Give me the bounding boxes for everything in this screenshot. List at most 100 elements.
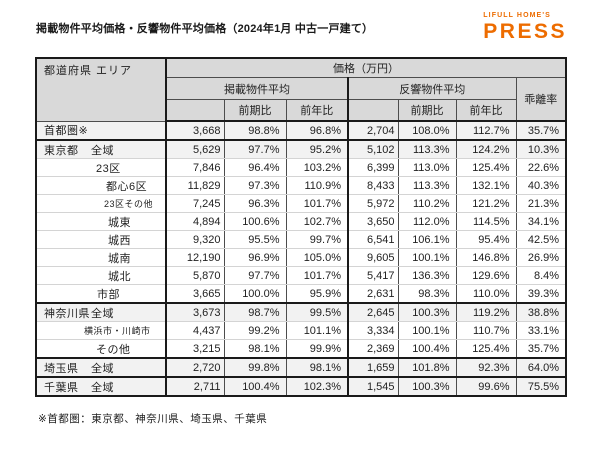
response-average-cell: 6,399 bbox=[348, 158, 399, 177]
response-average-cell: 3,334 bbox=[348, 321, 399, 340]
price-table: 都道府県 エリア 価格（万円） 掲載物件平均 反響物件平均 乖離率 前期比 前年… bbox=[35, 57, 568, 397]
table-row: 市部 3,665 100.0% 95.9% 2,631 98.3% 110.0% 39.3% bbox=[36, 284, 567, 304]
table-row: 城東 4,894 100.6% 102.7% 3,650 112.0% 114.5% 34.1… bbox=[36, 212, 567, 231]
response-qoq-cell: 106.1% bbox=[398, 230, 457, 249]
area-cell: 23区 bbox=[36, 158, 167, 177]
response-yoy-cell: 125.4% bbox=[456, 158, 517, 177]
lifull-homes-press-logo: LIFULL HOME'S PRESS bbox=[483, 12, 567, 42]
listed-yoy-cell: 103.2% bbox=[286, 158, 349, 177]
response-qoq-cell: 113.3% bbox=[398, 140, 457, 159]
listed-qoq-cell: 97.7% bbox=[224, 140, 287, 159]
listed-qoq-cell: 97.7% bbox=[224, 266, 287, 285]
response-average-cell: 2,645 bbox=[348, 303, 399, 322]
table-row: 東京都 全域 5,629 97.7% 95.2% 5,102 113.3% 124.2% 10.… bbox=[36, 140, 567, 159]
prefecture-label: 神奈川県 bbox=[44, 307, 90, 320]
logo-main-text: PRESS bbox=[483, 20, 567, 43]
listed-qoq-cell: 100.4% bbox=[224, 377, 287, 396]
deviation-rate-cell: 26.9% bbox=[516, 248, 567, 267]
header-price-unit: 価格（万円） bbox=[165, 57, 567, 78]
listed-average-cell: 2,720 bbox=[166, 358, 225, 378]
response-average-cell: 5,417 bbox=[348, 266, 399, 285]
deviation-rate-cell: 35.7% bbox=[516, 339, 567, 359]
table-row: 都心6区 11,829 97.3% 110.9% 8,433 113.3% 132.1% 40… bbox=[36, 176, 567, 195]
listed-average-cell: 3,665 bbox=[166, 284, 225, 304]
listed-average-cell: 7,245 bbox=[166, 194, 225, 213]
area-cell: 神奈川県全域 bbox=[36, 303, 167, 322]
listed-average-cell: 4,894 bbox=[166, 212, 225, 231]
listed-yoy-cell: 95.2% bbox=[286, 140, 349, 159]
listed-qoq-cell: 98.1% bbox=[224, 339, 287, 359]
table-row: 城西 9,320 95.5% 99.7% 6,541 106.1% 95.4% 42.5% bbox=[36, 230, 567, 249]
listed-average-cell: 5,629 bbox=[166, 140, 225, 159]
response-yoy-cell: 110.0% bbox=[456, 284, 517, 304]
deviation-rate-cell: 10.3% bbox=[516, 140, 567, 159]
response-qoq-cell: 101.8% bbox=[398, 358, 457, 378]
table-row: 23区その他 7,245 96.3% 101.7% 5,972 110.2% 121.2% 2… bbox=[36, 194, 567, 213]
header-deviation-rate: 乖離率 bbox=[515, 77, 567, 122]
table-header: 都道府県 エリア 価格（万円） 掲載物件平均 反響物件平均 乖離率 前期比 前年… bbox=[35, 57, 567, 122]
area-cell: 城北 bbox=[36, 266, 167, 285]
prefecture-label: 首都圏※ bbox=[44, 125, 89, 138]
response-average-cell: 2,369 bbox=[348, 339, 399, 359]
listed-yoy-cell: 95.9% bbox=[286, 284, 349, 304]
response-qoq-cell: 100.3% bbox=[398, 303, 457, 322]
area-cell: 城西 bbox=[36, 230, 167, 249]
table-row: 埼玉県 全域 2,720 99.8% 98.1% 1,659 101.8% 92.3% 64.0… bbox=[36, 358, 567, 378]
response-qoq-cell: 136.3% bbox=[398, 266, 457, 285]
logo-top-text: LIFULL HOME'S bbox=[483, 12, 551, 19]
area-label: 全域 bbox=[91, 362, 114, 375]
listed-yoy-cell: 96.8% bbox=[286, 121, 349, 141]
response-qoq-cell: 98.3% bbox=[398, 284, 457, 304]
area-cell: 埼玉県 全域 bbox=[36, 358, 167, 378]
response-yoy-cell: 129.6% bbox=[456, 266, 517, 285]
listed-yoy-cell: 101.7% bbox=[286, 194, 349, 213]
response-yoy-cell: 119.2% bbox=[456, 303, 517, 322]
header-response-yoy: 前年比 bbox=[455, 99, 517, 122]
response-qoq-cell: 110.2% bbox=[398, 194, 457, 213]
response-yoy-cell: 146.8% bbox=[456, 248, 517, 267]
listed-average-cell: 3,668 bbox=[166, 121, 225, 141]
deviation-rate-cell: 33.1% bbox=[516, 321, 567, 340]
response-average-cell: 6,541 bbox=[348, 230, 399, 249]
response-yoy-cell: 114.5% bbox=[456, 212, 517, 231]
prefecture-label: 埼玉県 bbox=[44, 362, 79, 375]
area-label: 全域 bbox=[91, 381, 114, 394]
table-row: 城北 5,870 97.7% 101.7% 5,417 136.3% 129.6% 8.4% bbox=[36, 266, 567, 285]
response-average-cell: 1,545 bbox=[348, 377, 399, 396]
response-average-cell: 9,605 bbox=[348, 248, 399, 267]
deviation-rate-cell: 64.0% bbox=[516, 358, 567, 378]
listed-qoq-cell: 100.0% bbox=[224, 284, 287, 304]
deviation-rate-cell: 21.3% bbox=[516, 194, 567, 213]
listed-average-cell: 3,215 bbox=[166, 339, 225, 359]
response-yoy-cell: 99.6% bbox=[456, 377, 517, 396]
listed-average-cell: 3,673 bbox=[166, 303, 225, 322]
listed-yoy-cell: 99.5% bbox=[286, 303, 349, 322]
listed-qoq-cell: 98.7% bbox=[224, 303, 287, 322]
area-cell: 市部 bbox=[36, 284, 167, 304]
header-listed-average-group: 掲載物件平均 bbox=[165, 77, 349, 100]
area-cell: 城南 bbox=[36, 248, 167, 267]
deviation-rate-cell: 35.7% bbox=[516, 121, 567, 141]
response-average-cell: 2,631 bbox=[348, 284, 399, 304]
area-label: 横浜市・川崎市 bbox=[84, 326, 151, 336]
listed-average-cell: 7,846 bbox=[166, 158, 225, 177]
listed-qoq-cell: 96.9% bbox=[224, 248, 287, 267]
area-cell: 城東 bbox=[36, 212, 167, 231]
area-label: 城東 bbox=[108, 216, 131, 229]
listed-yoy-cell: 102.3% bbox=[286, 377, 349, 396]
area-label: 全域 bbox=[91, 307, 114, 320]
listed-average-cell: 11,829 bbox=[166, 176, 225, 195]
prefecture-label: 千葉県 bbox=[44, 381, 79, 394]
listed-yoy-cell: 101.1% bbox=[286, 321, 349, 340]
area-label: 城南 bbox=[108, 252, 131, 265]
response-yoy-cell: 121.2% bbox=[456, 194, 517, 213]
area-cell: 千葉県 全域 bbox=[36, 377, 167, 396]
listed-yoy-cell: 101.7% bbox=[286, 266, 349, 285]
table-body: 首都圏※ 3,668 98.8% 96.8% 2,704 108.0% 112.7% 35.7… bbox=[36, 121, 567, 396]
area-cell: 東京都 全域 bbox=[36, 140, 167, 159]
response-average-cell: 5,972 bbox=[348, 194, 399, 213]
response-qoq-cell: 112.0% bbox=[398, 212, 457, 231]
table-row: 千葉県 全域 2,711 100.4% 102.3% 1,545 100.3% 99.6% 75… bbox=[36, 377, 567, 396]
header-listed-qoq: 前期比 bbox=[223, 99, 287, 122]
response-yoy-cell: 110.7% bbox=[456, 321, 517, 340]
